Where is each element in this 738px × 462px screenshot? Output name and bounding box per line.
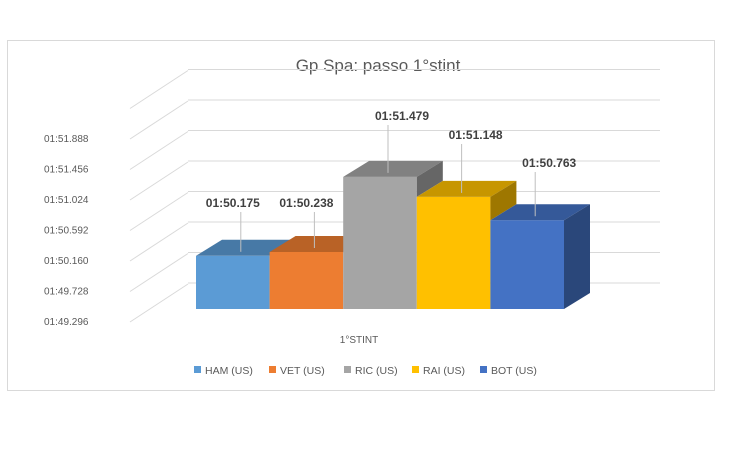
- data-label: 01:51.479: [375, 109, 429, 123]
- legend: HAM (US) VET (US) RIC (US) RAI (US) BOT (US): [194, 365, 537, 377]
- data-label: 01:50.175: [206, 196, 260, 210]
- data-label: 01:50.238: [279, 196, 333, 210]
- chart-frame: Gp Spa: passo 1°stint 01:49.296 01:49.728…: [7, 40, 715, 391]
- legend-swatch: [194, 366, 201, 373]
- bar-chart: Gp Spa: passo 1°stint 01:49.296 01:49.728…: [44, 56, 660, 377]
- bar-front: [416, 196, 491, 309]
- y-tick-label: 01:50.592: [44, 226, 89, 237]
- legend-item: RIC (US): [344, 365, 398, 377]
- bar-top: [416, 180, 517, 197]
- grid-diagonal: [129, 192, 189, 231]
- y-tick-label: 01:50.160: [44, 256, 89, 267]
- bar-top: [343, 160, 443, 177]
- legend-label: RIC (US): [355, 365, 398, 377]
- bar-bot: [490, 204, 590, 309]
- y-axis: 01:49.296 01:49.728 01:50.160 01:50.592 01:5…: [44, 134, 89, 328]
- grid-diagonal: [129, 70, 189, 109]
- data-label: 01:50.763: [522, 156, 576, 170]
- bar-front: [490, 220, 564, 309]
- grid-diagonal: [129, 161, 189, 201]
- bars: [196, 160, 590, 309]
- legend-swatch: [480, 366, 487, 373]
- bar-front: [269, 251, 344, 309]
- bar-side: [490, 180, 517, 221]
- legend-label: HAM (US): [205, 365, 253, 377]
- grid-diagonal: [129, 131, 189, 170]
- bar-side: [416, 160, 443, 197]
- legend-item: VET (US): [269, 365, 325, 377]
- grid-diagonal: [129, 253, 189, 292]
- chart-title: Gp Spa: passo 1°stint: [296, 56, 461, 75]
- data-labels: 01:50.175 01:50.238 01:51.479 01:51.148 01:5…: [206, 109, 577, 252]
- y-tick-label: 01:51.888: [44, 134, 89, 145]
- legend-item: RAI (US): [412, 365, 465, 377]
- legend-swatch: [344, 366, 351, 373]
- bar-ric: [343, 160, 443, 309]
- bar-side: [564, 204, 590, 309]
- legend-item: BOT (US): [480, 365, 537, 377]
- y-tick-label: 01:49.296: [44, 317, 89, 328]
- legend-label: VET (US): [280, 365, 325, 377]
- category-label: 1°STINT: [340, 335, 378, 346]
- bar-rai: [416, 180, 517, 309]
- data-label: 01:51.148: [449, 128, 503, 142]
- grid-diagonal: [129, 283, 189, 323]
- bar-front: [343, 176, 417, 309]
- bar-top: [490, 204, 590, 221]
- grid-diagonal: [129, 222, 189, 262]
- bar-front: [196, 255, 270, 309]
- legend-label: RAI (US): [423, 365, 465, 377]
- y-tick-label: 01:51.456: [44, 165, 89, 176]
- legend-label: BOT (US): [491, 365, 537, 377]
- grid-diagonal: [129, 100, 189, 140]
- legend-swatch: [412, 366, 419, 373]
- legend-swatch: [269, 366, 276, 373]
- y-tick-label: 01:49.728: [44, 287, 89, 298]
- legend-item: HAM (US): [194, 365, 253, 377]
- y-tick-label: 01:51.024: [44, 195, 89, 206]
